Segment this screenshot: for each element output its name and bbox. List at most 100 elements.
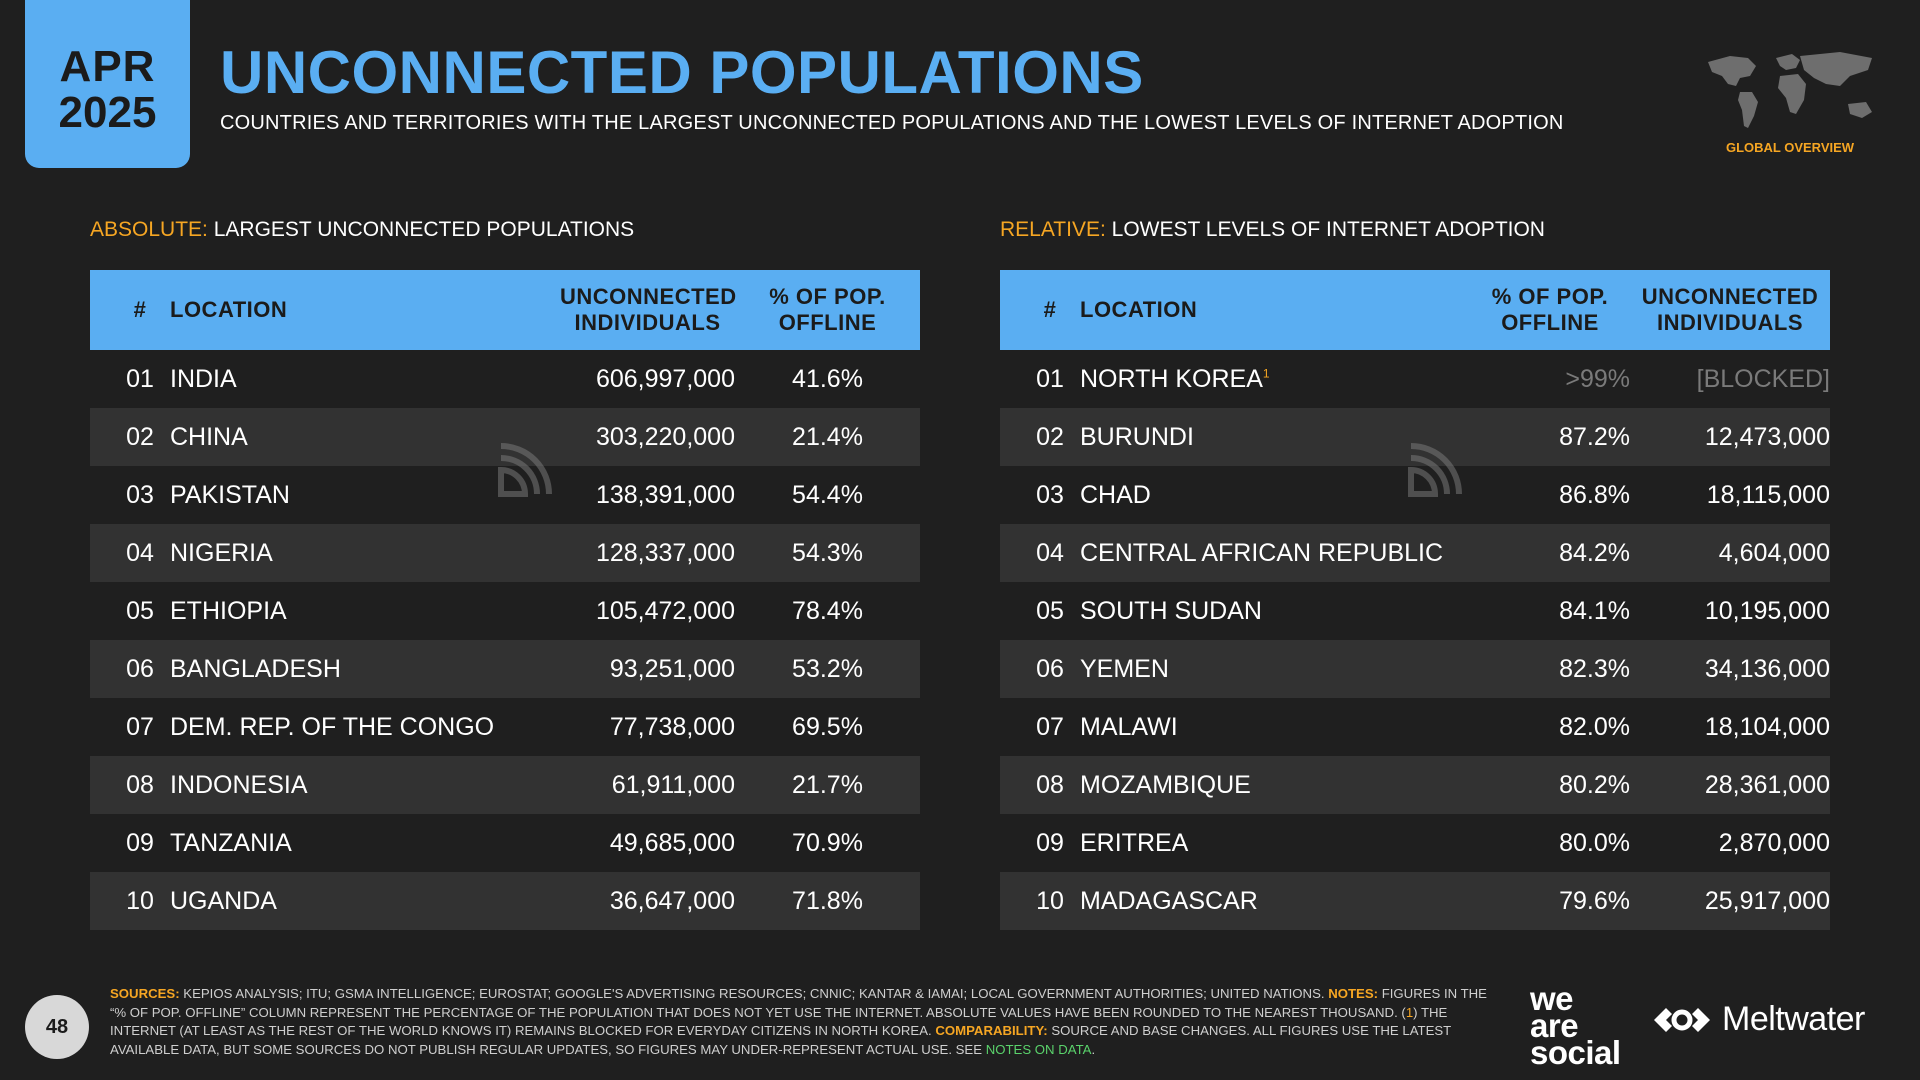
world-map-icon: [1708, 52, 1872, 128]
largest-unconnected-table: # LOCATION UNCONNECTED INDIVIDUALS % OF …: [90, 270, 920, 930]
location-cell: MADAGASCAR: [1080, 886, 1258, 915]
right-section-accent: RELATIVE:: [1000, 218, 1106, 241]
rank-cell: 03: [126, 480, 154, 509]
rank-cell: 02: [1036, 422, 1064, 451]
rank-cell: 08: [126, 770, 154, 799]
value-a-cell: 105,472,000: [595, 596, 735, 625]
value-b-cell: 53.2%: [792, 654, 863, 683]
table-body: 01 INDIA 606,997,000 41.6% 02 CHINA 303,220,00…: [90, 350, 920, 930]
location-cell: DEM. REP. OF THE CONGO: [170, 712, 495, 741]
we-are-social-logo: we are social: [1530, 982, 1621, 1071]
rank-cell: 06: [126, 654, 154, 683]
logo-line: social: [1530, 1034, 1621, 1071]
table-row: 04 NIGERIA 128,337,000 54.3%: [90, 524, 920, 582]
lowest-adoption-table: # LOCATION % OF POP. OFFLINE UNCONNECTED…: [1000, 270, 1830, 930]
header-line: OFFLINE: [778, 310, 877, 335]
rank-cell: 07: [126, 712, 154, 741]
value-b-cell: 18,104,000: [1704, 712, 1830, 741]
value-b-cell: 10,195,000: [1704, 596, 1830, 625]
table-row: 03 CHAD 86.8% 18,115,000: [1000, 466, 1830, 524]
meltwater-logo: Meltwater: [1650, 1000, 1865, 1039]
value-a-cell: 84.1%: [1559, 596, 1630, 625]
header-num: #: [133, 297, 147, 322]
table-row: 01 NORTH KOREA1 >99% [BLOCKED]: [1000, 350, 1830, 408]
value-b-cell: 70.9%: [792, 828, 863, 857]
table-row: 01 INDIA 606,997,000 41.6%: [90, 350, 920, 408]
rank-cell: 08: [1036, 770, 1064, 799]
value-a-cell: 36,647,000: [609, 886, 735, 915]
rank-cell: 05: [1036, 596, 1064, 625]
header-num: #: [1043, 297, 1057, 322]
table-row: 06 BANGLADESH 93,251,000 53.2%: [90, 640, 920, 698]
left-section-title: ABSOLUTE: LARGEST UNCONNECTED POPULATION…: [90, 218, 634, 242]
value-b-cell: 34,136,000: [1704, 654, 1830, 683]
rank-cell: 02: [126, 422, 154, 451]
value-b-cell: 69.5%: [792, 712, 863, 741]
value-a-cell: 93,251,000: [609, 654, 735, 683]
notes-label: NOTES:: [1328, 986, 1379, 1001]
value-b-cell: 28,361,000: [1704, 770, 1830, 799]
header-pct-offline: % OF POP. OFFLINE: [1470, 284, 1630, 337]
value-a-cell: 49,685,000: [609, 828, 735, 857]
footnote-ref: 1: [1262, 366, 1270, 381]
table-row: 08 INDONESIA 61,911,000 21.7%: [90, 756, 920, 814]
value-b-cell: 2,870,000: [1718, 828, 1830, 857]
page-subtitle: COUNTRIES AND TERRITORIES WITH THE LARGE…: [220, 112, 1564, 134]
rank-cell: 07: [1036, 712, 1064, 741]
rank-cell: 04: [1036, 538, 1064, 567]
value-b-cell: 21.7%: [792, 770, 863, 799]
notes-text: FIGURES IN THE “% OF POP. OFFLINE” COLUM…: [110, 986, 1487, 1020]
left-section-accent: ABSOLUTE:: [90, 218, 208, 241]
value-b-cell: 78.4%: [792, 596, 863, 625]
sources-notes: SOURCES: KEPIOS ANALYSIS; ITU; GSMA INTE…: [110, 986, 1487, 1057]
rank-cell: 01: [1036, 364, 1064, 393]
value-b-cell: 18,115,000: [1706, 480, 1830, 509]
header-line: INDIVIDUALS: [574, 310, 721, 335]
page-title: UNCONNECTED POPULATIONS: [220, 39, 1144, 106]
table-row: 04 CENTRAL AFRICAN REPUBLIC 84.2% 4,604,000: [1000, 524, 1830, 582]
location-cell: ETHIOPIA: [170, 596, 287, 625]
rank-cell: 09: [126, 828, 154, 857]
location-cell: NORTH KOREA1: [1080, 364, 1270, 393]
sources-text: KEPIOS ANALYSIS; ITU; GSMA INTELLIGENCE;…: [183, 986, 1325, 1001]
location-cell: UGANDA: [170, 886, 277, 915]
location-cell: SOUTH SUDAN: [1080, 596, 1262, 625]
location-cell: CHAD: [1080, 480, 1151, 509]
datareportal-watermark-icon: [1408, 443, 1462, 497]
date-year: 2025: [58, 88, 157, 137]
header-line: UNCONNECTED: [1641, 283, 1819, 309]
value-a-cell: >99%: [1565, 364, 1630, 393]
value-a-cell: 80.2%: [1559, 770, 1630, 799]
table-row: 08 MOZAMBIQUE 80.2% 28,361,000: [1000, 756, 1830, 814]
value-b-cell: 54.3%: [792, 538, 863, 567]
value-a-cell: 86.8%: [1559, 480, 1630, 509]
notes-on-data-link[interactable]: NOTES ON DATA: [985, 1041, 1092, 1057]
value-b-cell: [BLOCKED]: [1696, 364, 1830, 393]
rank-cell: 03: [1036, 480, 1064, 509]
global-overview-label: GLOBAL OVERVIEW: [1725, 140, 1855, 155]
location-cell: CENTRAL AFRICAN REPUBLIC: [1080, 538, 1444, 567]
header-line: % OF POP.: [1491, 283, 1609, 309]
date-month: APR: [59, 41, 156, 91]
table-row: 09 ERITREA 80.0% 2,870,000: [1000, 814, 1830, 872]
header-pct-offline: % OF POP. OFFLINE: [735, 284, 920, 337]
left-section-text: LARGEST UNCONNECTED POPULATIONS: [213, 218, 635, 241]
location-cell: YEMEN: [1080, 654, 1169, 683]
table-header: # LOCATION UNCONNECTED INDIVIDUALS % OF …: [90, 270, 920, 350]
table-body: 01 NORTH KOREA1 >99% [BLOCKED] 02 BURUNDI 87.2…: [1000, 350, 1830, 930]
value-a-cell: 79.6%: [1559, 886, 1630, 915]
header-line: % OF POP.: [769, 283, 886, 309]
table-row: 10 UGANDA 36,647,000 71.8%: [90, 872, 920, 930]
rank-cell: 10: [1036, 886, 1064, 915]
header-location: LOCATION: [170, 297, 288, 322]
value-b-cell: 4,604,000: [1718, 538, 1830, 567]
location-cell: PAKISTAN: [170, 480, 290, 509]
location-cell: TANZANIA: [170, 828, 292, 857]
table-row: 06 YEMEN 82.3% 34,136,000: [1000, 640, 1830, 698]
table-row: 09 TANZANIA 49,685,000 70.9%: [90, 814, 920, 872]
header-unconnected-individuals: UNCONNECTED INDIVIDUALS: [560, 284, 736, 337]
table-header: # LOCATION % OF POP. OFFLINE UNCONNECTED…: [1000, 270, 1830, 350]
meltwater-wordmark: Meltwater: [1722, 1000, 1865, 1038]
location-cell: MALAWI: [1080, 712, 1178, 741]
value-a-cell: 87.2%: [1559, 422, 1630, 451]
